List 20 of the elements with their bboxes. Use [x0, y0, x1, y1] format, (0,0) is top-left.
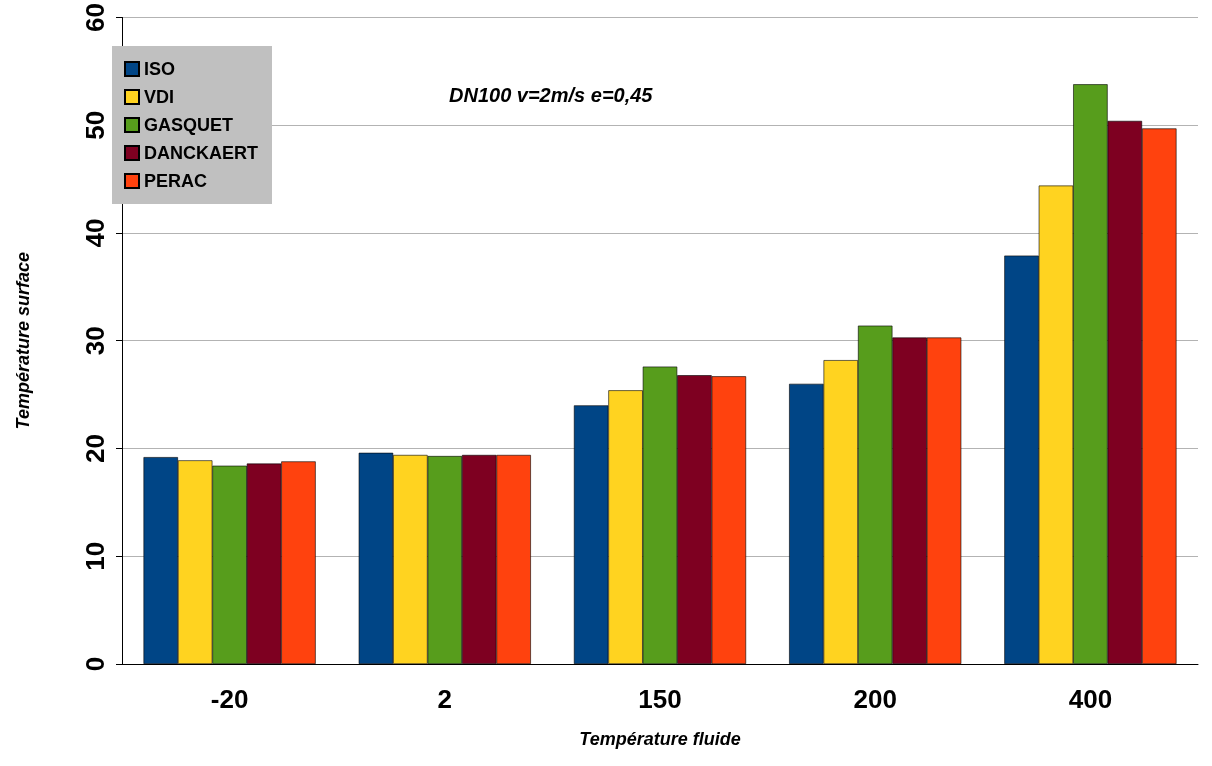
x-tick-label: 2 — [437, 684, 453, 714]
legend-label: ISO — [144, 59, 176, 79]
y-tick-label: 30 — [80, 326, 110, 356]
y-tick-label: 0 — [80, 656, 110, 672]
y-axis-title: Température surface — [13, 252, 33, 430]
y-tick-label: 60 — [80, 3, 110, 32]
legend-label: VDI — [144, 87, 175, 107]
legend-label: DANCKAERT — [144, 143, 258, 163]
x-tick-label: 400 — [1068, 684, 1113, 714]
y-tick-label: 10 — [80, 541, 110, 571]
x-axis-title: Température fluide — [579, 729, 741, 749]
y-tick-label: 40 — [80, 218, 110, 248]
y-tick-label: 20 — [80, 434, 110, 463]
legend-label: PERAC — [144, 171, 208, 191]
y-tick-label: 50 — [80, 110, 110, 140]
x-tick-label: 200 — [853, 684, 897, 714]
x-tick-label: 150 — [638, 684, 682, 714]
text: DN100 v=2m/s e=0,45 — [449, 84, 654, 106]
x-tick-label: -20 — [210, 684, 249, 714]
legend-label: GASQUET — [144, 115, 234, 135]
